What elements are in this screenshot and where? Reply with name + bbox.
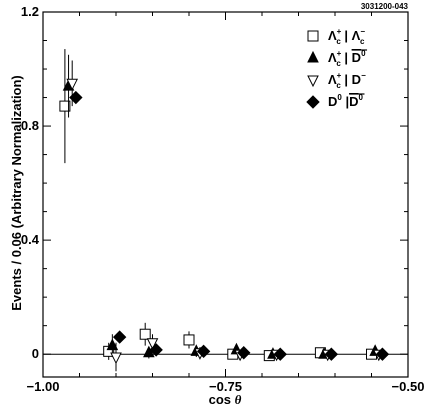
marker-filled-diamond [112, 330, 127, 344]
data-point-s0-p0 [59, 49, 71, 164]
data-point-s3-p6 [324, 347, 339, 361]
legend-marker-open-square [307, 30, 319, 42]
marker-open-square [139, 328, 151, 340]
legend-label: Λ+ c | D0 [328, 49, 366, 68]
legend-item-3: D0 |D0 [306, 93, 365, 109]
y-tick-label: 0.4 [21, 232, 40, 247]
y-tick-label: 0 [32, 346, 39, 361]
marker-filled-diamond [324, 347, 339, 361]
marker-open-triangle-down [110, 352, 122, 365]
data-point-s3-p4 [237, 346, 251, 360]
legend-label: Λ+ c | D− [328, 71, 366, 90]
marker-filled-triangle-up [106, 338, 119, 351]
legend-label: D0 |D0 [328, 93, 363, 109]
marker-filled-diamond [149, 343, 163, 357]
axis-tick-labels: −1.00 −0.75 −0.50 0 0.4 0.8 1.2 [21, 4, 425, 394]
marker-filled-diamond [375, 347, 390, 361]
data-point-s3-p1 [112, 330, 127, 344]
legend-item-2: Λ+ c | D− [307, 71, 366, 90]
legend-item-1: Λ+ c | D0 [307, 49, 368, 68]
data-point-s3-p0 [69, 90, 83, 105]
y-tick-label: 0.8 [21, 118, 39, 133]
data-points [59, 49, 390, 372]
data-point-s0-p3 [183, 331, 195, 349]
legend-item-0: Λ+ c | Λ− c [307, 27, 365, 46]
y-axis-label: Events / 0.06 (Arbitrary Normalization) [9, 75, 24, 311]
data-point-s3-p7 [375, 347, 390, 361]
x-tick-label: −0.75 [209, 379, 242, 394]
reference-label: 3031200-043 [361, 2, 409, 11]
marker-open-triangle-down [146, 338, 159, 350]
plot-frame [42, 11, 409, 378]
x-tick-label: −0.50 [392, 379, 425, 394]
legend: Λ+ c | Λ− c Λ+ c | D0 Λ+ c | D− D0 |D0 [306, 27, 368, 109]
data-point-s3-p5 [273, 347, 287, 361]
data-point-s3-p2 [149, 343, 163, 357]
legend-marker-open-triangle-down [307, 75, 319, 88]
marker-filled-diamond [69, 90, 83, 105]
axis-ticks [42, 11, 409, 377]
legend-marker-filled-triangle-up [307, 50, 319, 63]
marker-open-square [183, 334, 195, 346]
marker-open-triangle-down [66, 78, 79, 91]
x-tick-label: −1.00 [27, 379, 60, 394]
marker-filled-diamond [273, 347, 287, 361]
marker-filled-diamond [196, 344, 211, 359]
x-axis-label: cos θ [209, 392, 242, 407]
marker-filled-diamond [237, 346, 251, 360]
y-tick-label: 1.2 [21, 4, 39, 19]
legend-label: Λ+ c | Λ− c [328, 27, 365, 46]
data-point-s0-p2 [139, 322, 151, 346]
data-point-s2-p1 [110, 342, 122, 372]
marker-open-square [59, 100, 71, 112]
data-point-s3-p3 [196, 344, 211, 359]
legend-marker-filled-diamond [306, 95, 320, 109]
